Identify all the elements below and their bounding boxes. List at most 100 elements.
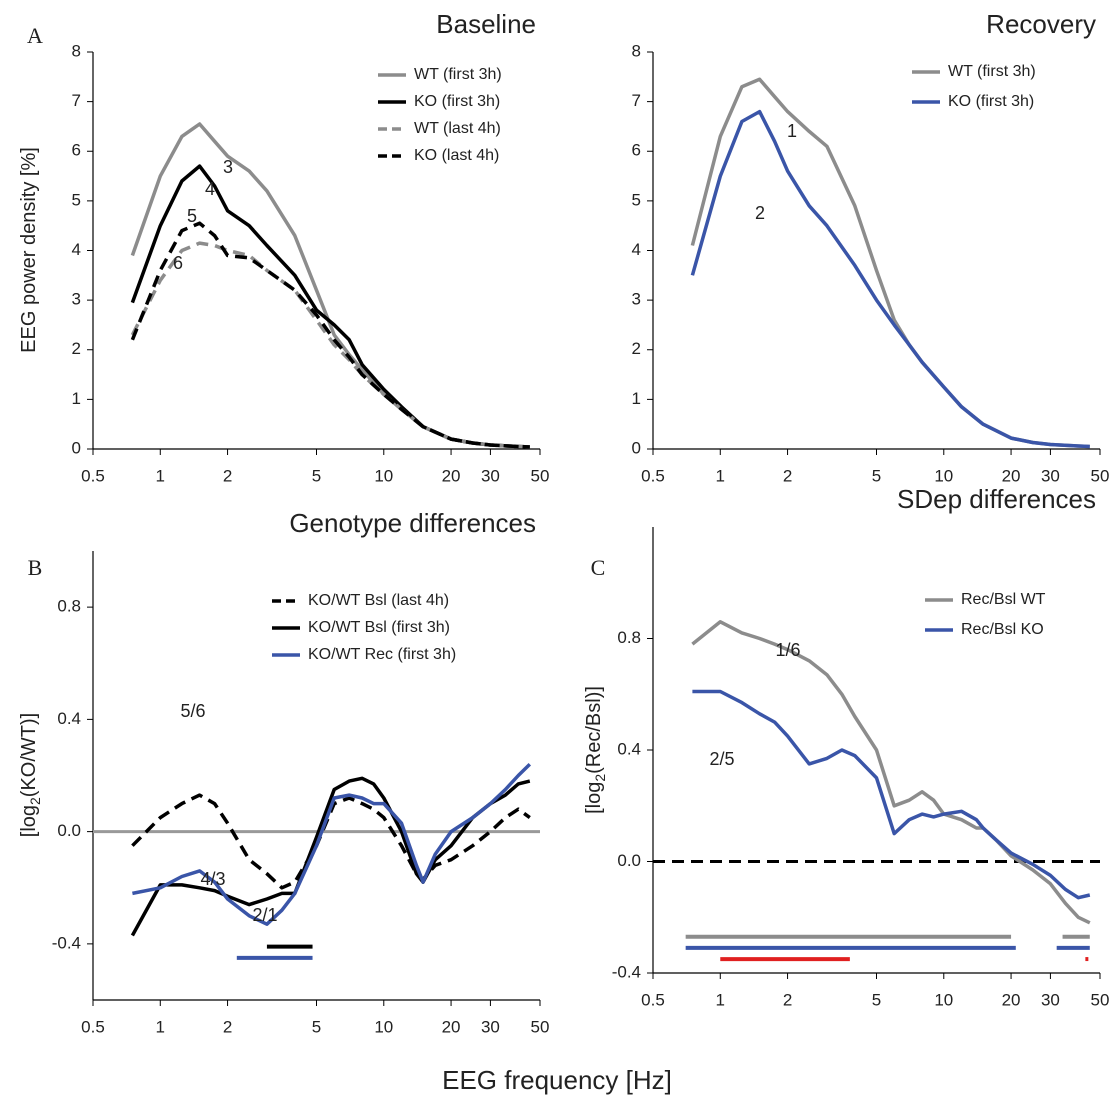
y-tick-label: 5 — [72, 190, 81, 209]
legend-label: Rec/Bsl WT — [961, 591, 1046, 608]
x-tick-label: 2 — [783, 990, 792, 1009]
y-tick-label: 0.8 — [617, 628, 641, 647]
x-tick-label: 0.5 — [641, 990, 665, 1009]
y-tick-label: 1 — [72, 389, 81, 408]
y-tick-label: 2 — [72, 339, 81, 358]
x-tick-label: 1 — [156, 466, 165, 485]
y-tick-label: -0.4 — [612, 962, 641, 981]
x-tick-label: 30 — [481, 466, 500, 485]
data-line — [690, 77, 1090, 449]
x-tick-label: 0.5 — [81, 1017, 105, 1036]
legend-label: WT (last 4h) — [414, 120, 501, 137]
y-tick-label: 6 — [72, 141, 81, 160]
legend-label: WT (first 3h) — [414, 66, 502, 83]
x-tick-label: 30 — [1041, 466, 1060, 485]
x-tick-label: 1 — [716, 466, 725, 485]
curve-annotation: 5/6 — [180, 701, 205, 721]
curve-annotation: 5 — [187, 206, 197, 226]
x-tick-label: 5 — [312, 466, 321, 485]
x-tick-label: 30 — [481, 1017, 500, 1036]
data-line — [692, 689, 1091, 900]
x-tick-label: 0.5 — [641, 466, 665, 485]
x-tick-label: 5 — [312, 1017, 321, 1036]
data-line — [691, 620, 1091, 925]
x-tick-label: 20 — [1002, 466, 1021, 485]
x-axis-label: EEG frequency [Hz] — [442, 1065, 672, 1095]
data-line — [131, 793, 531, 890]
y-tick-label: 0.4 — [57, 709, 81, 728]
y-tick-label: 1 — [632, 389, 641, 408]
y-tick-label: 0 — [72, 438, 81, 457]
x-tick-label: 50 — [1091, 466, 1110, 485]
y-tick-label: 0.4 — [617, 739, 641, 758]
x-tick-label: 1 — [716, 990, 725, 1009]
panel-letter: C — [591, 555, 606, 580]
y-axis-label-part: EEG power density [%] — [18, 147, 40, 353]
curve-annotation: 2/5 — [709, 749, 734, 769]
curve-annotation: 1 — [787, 121, 797, 141]
chart-title: Baseline — [436, 9, 536, 39]
curve-annotation: 2 — [755, 203, 765, 223]
x-tick-label: 10 — [934, 466, 953, 485]
legend-label: KO (first 3h) — [948, 93, 1034, 110]
data-line — [130, 241, 530, 449]
curve-annotation: 2/1 — [252, 905, 277, 925]
y-axis-label: [log2(KO/WT)] — [18, 713, 42, 837]
chart-title: SDep differences — [897, 484, 1096, 514]
y-tick-label: 3 — [72, 290, 81, 309]
legend-label: WT (first 3h) — [948, 63, 1036, 80]
y-tick-label: 6 — [632, 141, 641, 160]
x-tick-label: 2 — [783, 466, 792, 485]
y-tick-label: 0 — [632, 438, 641, 457]
y-axis-label-part: 2 — [592, 774, 608, 782]
y-tick-label: 2 — [632, 339, 641, 358]
x-tick-label: 20 — [1002, 990, 1021, 1009]
y-axis-label-part: (Rec/Bsl)] — [583, 686, 605, 774]
x-tick-label: 50 — [531, 466, 550, 485]
curve-annotation: 4/3 — [200, 869, 225, 889]
chart-title: Genotype differences — [289, 508, 536, 538]
x-tick-label: 10 — [374, 466, 393, 485]
x-tick-label: 2 — [223, 466, 232, 485]
x-tick-label: 1 — [156, 1017, 165, 1036]
legend-label: KO/WT Bsl (first 3h) — [308, 619, 450, 636]
legend-label: Rec/Bsl KO — [961, 621, 1044, 638]
y-tick-label: 0.0 — [617, 851, 641, 870]
x-tick-label: 10 — [374, 1017, 393, 1036]
chart-title: Recovery — [986, 9, 1096, 39]
legend-label: KO/WT Bsl (last 4h) — [308, 592, 449, 609]
x-tick-label: 20 — [442, 1017, 461, 1036]
curve-annotation: 3 — [223, 157, 233, 177]
legend-label: KO/WT Rec (first 3h) — [308, 646, 456, 663]
data-line — [130, 776, 531, 937]
legend-label: KO (first 3h) — [414, 93, 500, 110]
data-line — [130, 221, 530, 449]
x-tick-label: 5 — [872, 466, 881, 485]
x-tick-label: 50 — [1091, 990, 1110, 1009]
panel-letter: A — [27, 23, 43, 48]
x-tick-label: 2 — [223, 1017, 232, 1036]
y-tick-label: 4 — [72, 240, 81, 259]
y-tick-label: 5 — [632, 190, 641, 209]
data-line — [690, 109, 1090, 449]
x-tick-label: 0.5 — [81, 466, 105, 485]
curve-annotation: 4 — [205, 179, 215, 199]
y-tick-label: 7 — [72, 91, 81, 110]
x-tick-label: 10 — [934, 990, 953, 1009]
x-tick-label: 50 — [531, 1017, 550, 1036]
x-tick-label: 5 — [872, 990, 881, 1009]
y-axis-label-part: [log — [583, 782, 605, 814]
y-axis-label: EEG power density [%] — [18, 147, 40, 353]
y-axis-label-part: (KO/WT)] — [18, 713, 40, 797]
y-axis-label-part: [log — [18, 805, 40, 837]
y-axis-label-part: 2 — [27, 797, 43, 805]
y-tick-label: 8 — [632, 41, 641, 60]
y-tick-label: 3 — [632, 290, 641, 309]
curve-annotation: 1/6 — [775, 640, 800, 660]
y-axis-label: [log2(Rec/Bsl)] — [583, 686, 607, 814]
y-tick-label: 8 — [72, 41, 81, 60]
y-tick-label: 7 — [632, 91, 641, 110]
data-line — [132, 763, 532, 926]
y-tick-label: 4 — [632, 240, 641, 259]
